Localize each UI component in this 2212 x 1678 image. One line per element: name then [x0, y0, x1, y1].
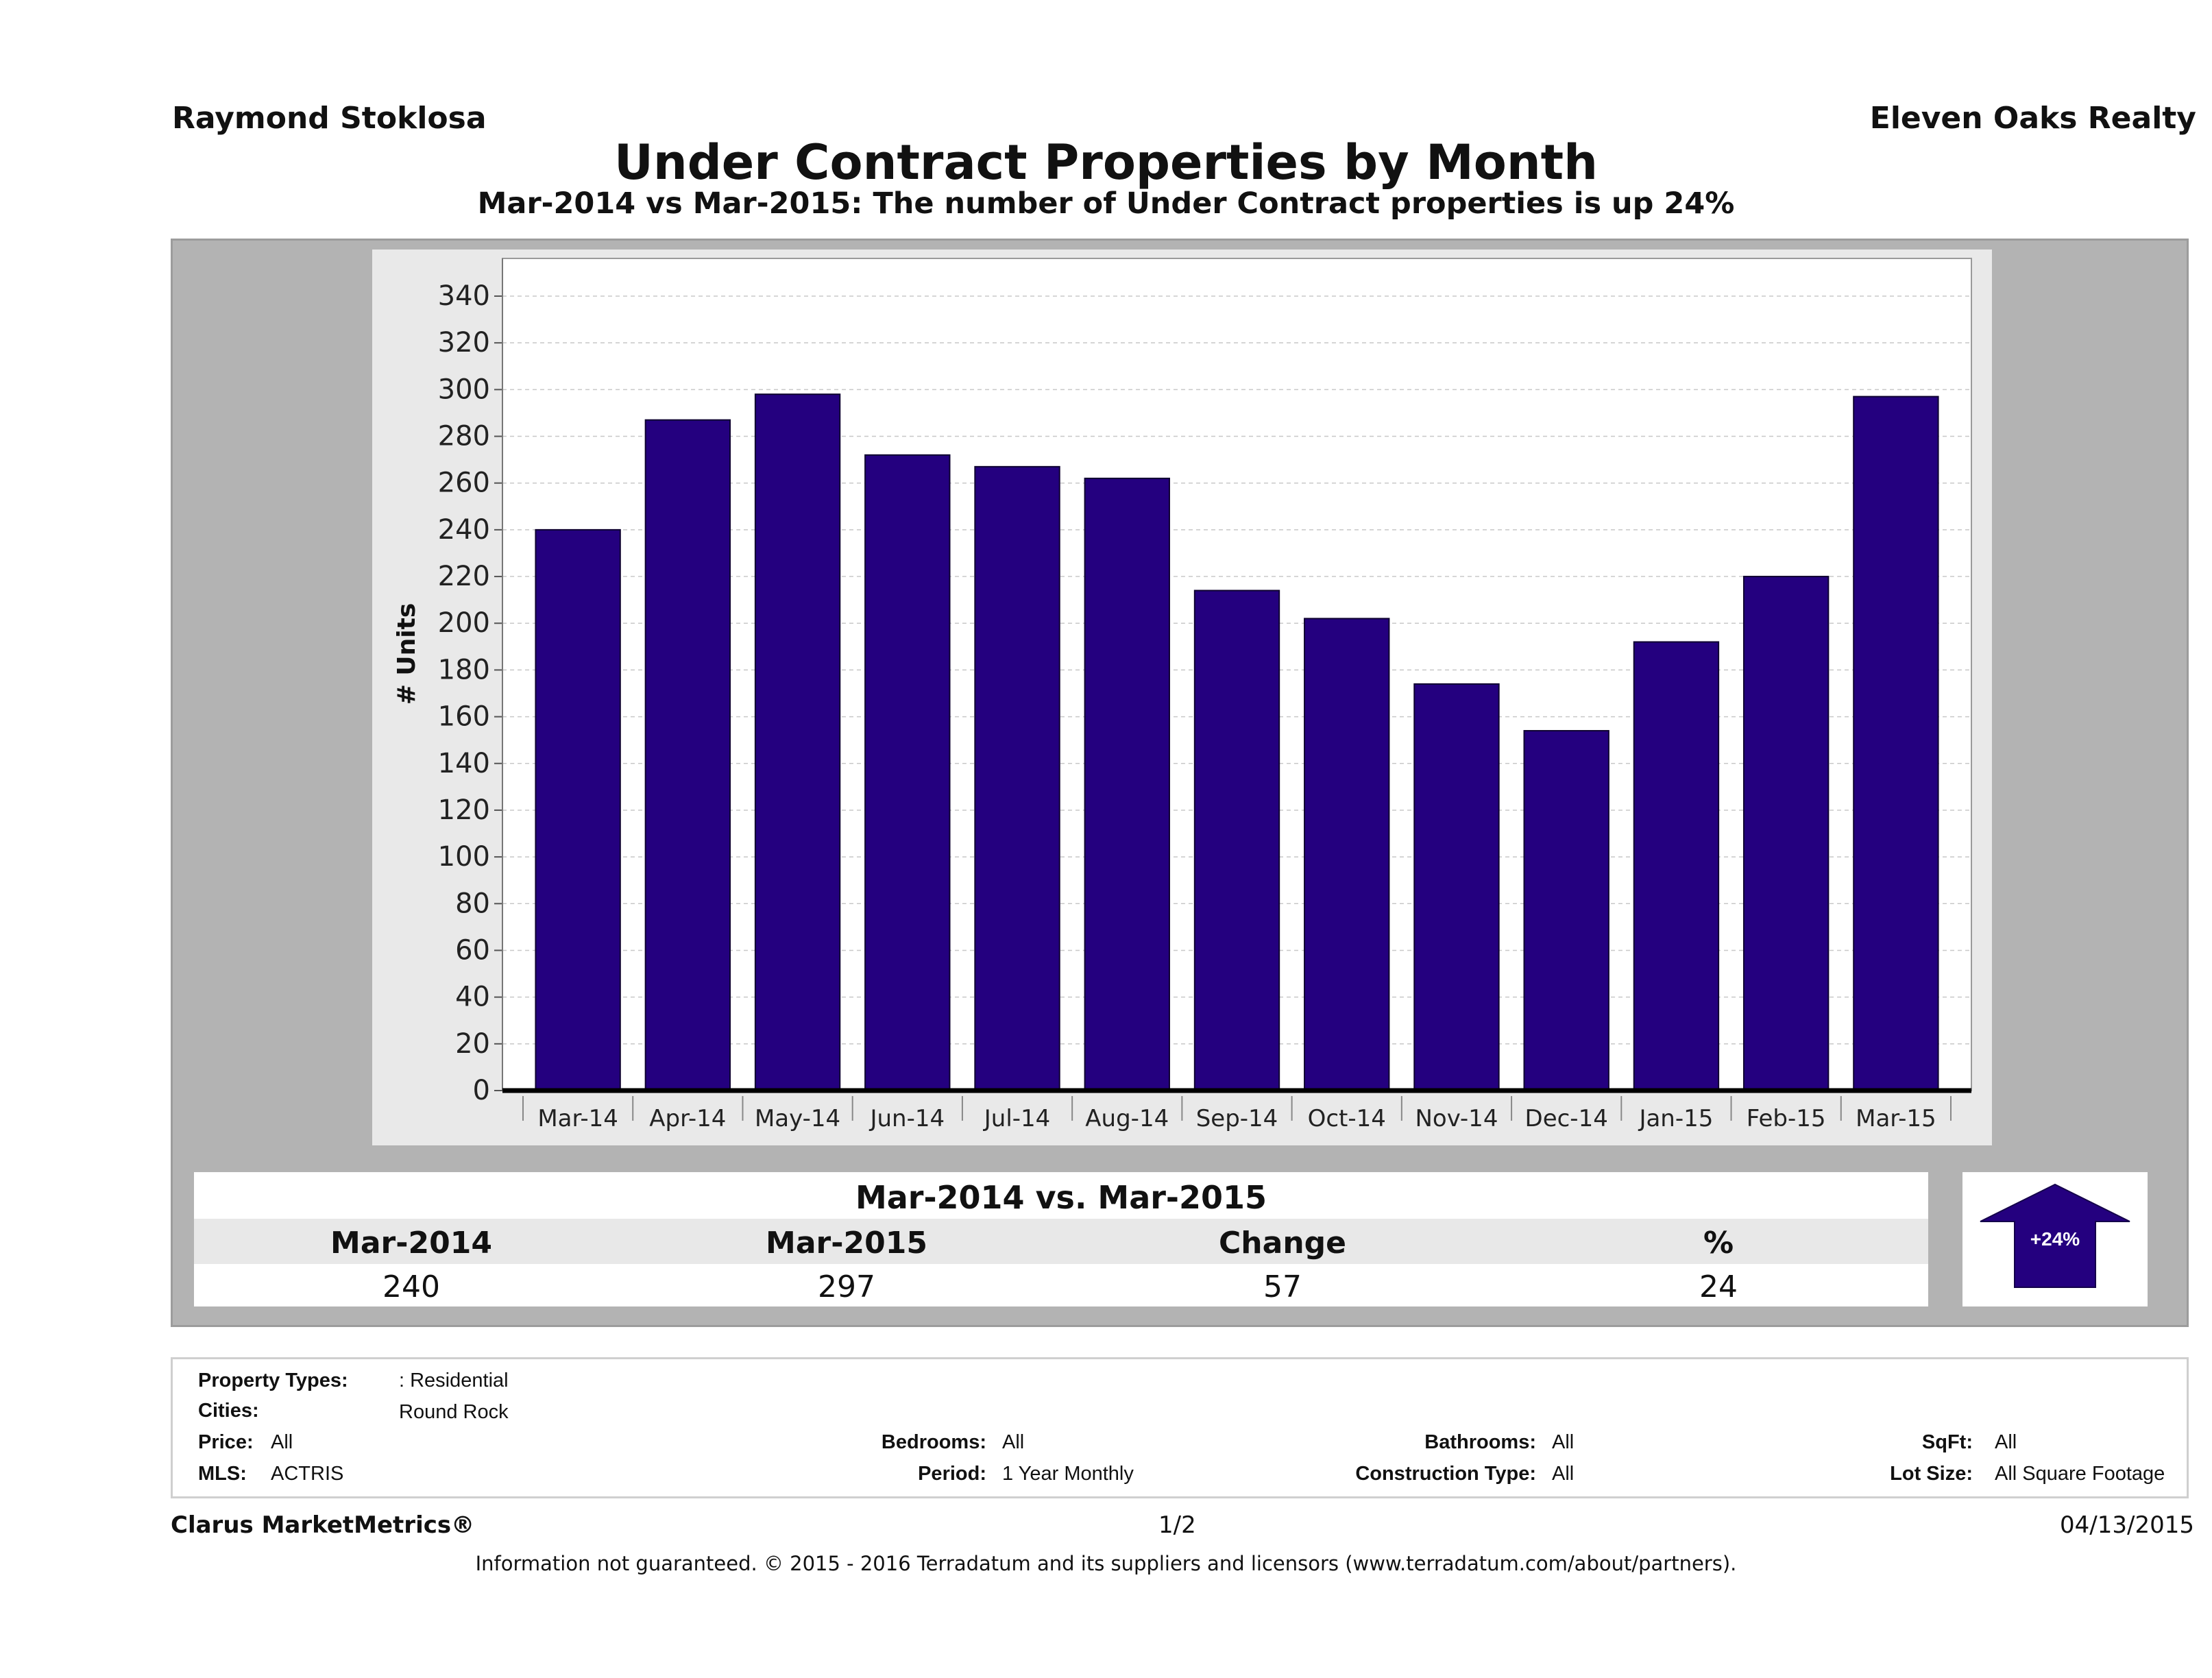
y-tick-label: 280 — [438, 421, 490, 452]
summary-col-mar-2014: Mar-2014 — [330, 1226, 492, 1261]
y-tick-label: 40 — [455, 982, 490, 1013]
up-arrow-icon — [1980, 1183, 2130, 1288]
x-tick-label: Aug-14 — [1085, 1105, 1169, 1132]
y-tick-label: 20 — [455, 1028, 490, 1060]
bar — [974, 465, 1060, 1091]
sqft-value: All — [1995, 1431, 2017, 1453]
product-name: Clarus MarketMetrics® — [171, 1511, 475, 1539]
cities-value: Round Rock — [399, 1401, 509, 1423]
price-value: All — [271, 1431, 293, 1453]
mls-value: ACTRIS — [271, 1463, 344, 1485]
change-badge-label: +24% — [2030, 1228, 2080, 1250]
brokerage-name: Eleven Oaks Realty — [1869, 101, 2196, 136]
x-tick-label: Jan-15 — [1638, 1105, 1713, 1132]
mls-label: MLS: — [198, 1463, 247, 1485]
page-number: 1/2 — [1158, 1511, 1196, 1539]
y-tick-label: 320 — [438, 327, 490, 358]
property-types-label: Property Types: — [198, 1370, 348, 1391]
x-tick-label: Mar-14 — [537, 1105, 618, 1132]
lot-size-value: All Square Footage — [1995, 1463, 2165, 1485]
construction-type-label: Construction Type: — [1355, 1463, 1536, 1485]
x-tick-label: Apr-14 — [649, 1105, 726, 1132]
bathrooms-value: All — [1552, 1431, 1575, 1453]
x-tick-label: Nov-14 — [1415, 1105, 1498, 1132]
x-tick-label: Sep-14 — [1196, 1105, 1278, 1132]
y-tick-label: 140 — [438, 748, 490, 779]
x-tick-label: Oct-14 — [1308, 1105, 1386, 1132]
bar — [864, 454, 951, 1091]
change-badge: +24% — [1962, 1172, 2148, 1306]
summary-value-change: 57 — [1263, 1269, 1302, 1304]
bar — [535, 528, 621, 1092]
bar — [1742, 576, 1830, 1091]
y-tick-label: 200 — [438, 607, 490, 639]
x-tick-label: May-14 — [755, 1105, 840, 1132]
period-label: Period: — [918, 1463, 986, 1485]
filter-criteria: Property Types: : Residential Cities: Ro… — [171, 1357, 2189, 1498]
chart-title: Under Contract Properties by Month — [614, 134, 1598, 191]
bedrooms-value: All — [1002, 1431, 1025, 1453]
chart-area: 0 20 40 60 80 100 120 140 160 180 200 220 240 260 280 3… — [372, 250, 1992, 1145]
y-tick-label: 120 — [438, 794, 490, 826]
x-tick-label: Jul-14 — [983, 1105, 1051, 1132]
y-tick-label: 340 — [438, 280, 490, 312]
y-tick-label: 60 — [455, 934, 490, 966]
summary-header-row: Mar-2014 Mar-2015 Change % — [194, 1219, 1928, 1264]
x-tick-label: Jun-14 — [868, 1105, 945, 1132]
y-tick-label: 220 — [438, 561, 490, 592]
bar — [1523, 730, 1609, 1091]
y-tick-label: 260 — [438, 467, 490, 499]
bar — [754, 393, 841, 1091]
construction-type-value: All — [1552, 1463, 1575, 1485]
summary-value-row: 240 297 57 24 — [194, 1264, 1928, 1306]
summary-value-percent: 24 — [1699, 1269, 1738, 1304]
bathrooms-label: Bathrooms: — [1424, 1431, 1536, 1453]
period-value: 1 Year Monthly — [1002, 1463, 1134, 1485]
y-tick-label: 180 — [438, 654, 490, 685]
y-tick-label: 160 — [438, 701, 490, 733]
y-tick-label: 240 — [438, 514, 490, 546]
summary-col-mar-2015: Mar-2015 — [766, 1226, 927, 1261]
y-tick-label: 0 — [473, 1075, 490, 1106]
bar — [1304, 618, 1390, 1091]
y-axis-label: # Units — [393, 603, 421, 705]
y-tick-label: 100 — [438, 841, 490, 873]
sqft-label: SqFt: — [1921, 1431, 1973, 1453]
cities-label: Cities: — [198, 1400, 259, 1422]
agent-name: Raymond Stoklosa — [172, 101, 487, 136]
lot-size-label: Lot Size: — [1890, 1463, 1973, 1485]
bar-chart: 0 20 40 60 80 100 120 140 160 180 200 220 240 260 280 3… — [393, 258, 1972, 1132]
y-tick-label: 300 — [438, 374, 490, 405]
disclaimer: Information not guaranteed. © 2015 - 201… — [475, 1552, 1737, 1575]
summary-value-mar-2015: 297 — [818, 1269, 875, 1304]
bedrooms-label: Bedrooms: — [881, 1431, 986, 1453]
report-date: 04/13/2015 — [2060, 1511, 2194, 1539]
x-tick-label: Dec-14 — [1525, 1105, 1608, 1132]
summary-col-percent: % — [1703, 1226, 1734, 1261]
x-tick-label: Feb-15 — [1747, 1105, 1826, 1132]
y-tick-label: 80 — [455, 888, 490, 919]
summary-table: Mar-2014 vs. Mar-2015 Mar-2014 Mar-2015 … — [194, 1172, 1928, 1306]
summary-col-change: Change — [1219, 1226, 1346, 1261]
price-label: Price: — [198, 1431, 254, 1453]
property-types-value: : Residential — [399, 1370, 509, 1391]
bar — [644, 419, 731, 1091]
bar — [1193, 589, 1280, 1091]
bar — [1084, 477, 1170, 1091]
summary-value-mar-2014: 240 — [382, 1269, 440, 1304]
bar — [1853, 396, 1939, 1091]
x-tick-label: Mar-15 — [1856, 1105, 1936, 1132]
summary-heading: Mar-2014 vs. Mar-2015 — [855, 1179, 1267, 1216]
summary-heading-row: Mar-2014 vs. Mar-2015 — [194, 1172, 1928, 1219]
bar — [1413, 683, 1500, 1091]
chart-subtitle: Mar-2014 vs Mar-2015: The number of Unde… — [477, 186, 1735, 221]
bar — [1633, 641, 1720, 1091]
